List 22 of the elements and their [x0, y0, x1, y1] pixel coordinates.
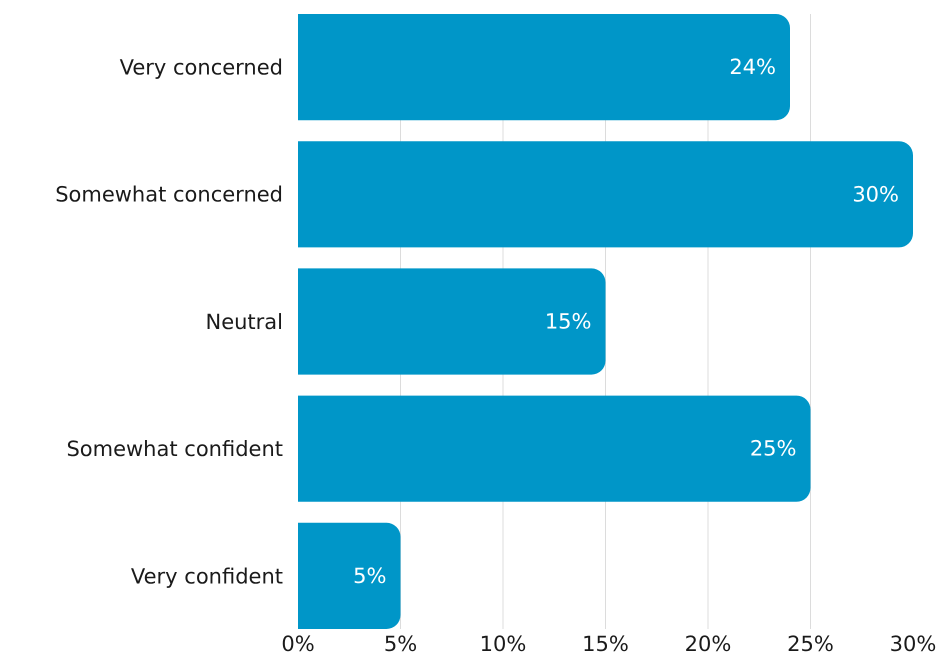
bar	[298, 522, 400, 629]
x-tick-label: 10%	[480, 632, 526, 656]
x-tick-label: 25%	[787, 632, 834, 656]
y-tick-label: Neutral	[205, 310, 283, 334]
x-tick-label: 15%	[582, 632, 629, 656]
data-label: 30%	[852, 182, 899, 206]
y-tick-label: Very concerned	[120, 55, 283, 80]
x-tick-label: 20%	[684, 632, 732, 656]
x-tick-label: 5%	[384, 632, 418, 656]
bar	[298, 396, 810, 502]
bar	[298, 268, 606, 375]
data-label: 5%	[353, 564, 386, 588]
bar	[298, 14, 790, 120]
data-label: 15%	[544, 310, 592, 334]
bar	[298, 141, 913, 248]
y-tick-label: Somewhat confident	[66, 437, 283, 462]
x-tick-label: 30%	[890, 632, 936, 656]
x-tick-label: 0%	[281, 632, 315, 656]
y-tick-label: Very confident	[130, 564, 283, 588]
data-label: 24%	[729, 55, 776, 80]
y-tick-label: Somewhat concerned	[55, 182, 283, 207]
data-label: 25%	[750, 436, 796, 461]
